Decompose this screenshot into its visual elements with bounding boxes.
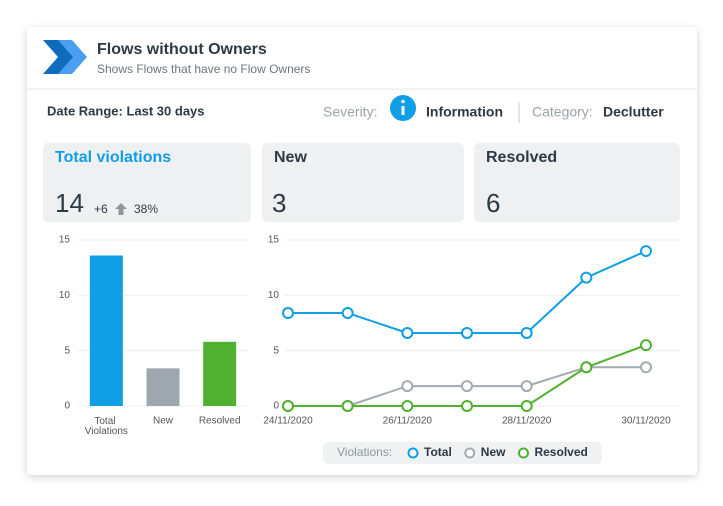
severity-label: Severity: [323,104,377,120]
y-tick-label: 15 [59,235,71,246]
legend-label: New [481,445,506,459]
point [401,326,414,339]
point [640,339,652,352]
x-tick-label: 26/11/2020 [383,416,433,427]
point [520,380,533,393]
y-tick-label: 0 [64,401,70,412]
legend-marker [407,447,419,459]
category-label: Category: [532,104,593,120]
x-tick-label: Total Violations [85,416,128,437]
point [520,400,533,412]
up-arrow [115,203,127,215]
legend-marker [517,447,529,459]
point [580,271,593,284]
point [461,326,473,339]
y-tick-label: 5 [273,345,279,356]
bar [146,368,180,406]
x-tick-label: 28/11/2020 [502,416,552,427]
point [640,245,652,258]
legend-label: Resolved [534,445,587,459]
point [520,326,533,339]
point [401,380,414,393]
kpi-title: New [274,149,307,166]
kpi-box [262,143,464,222]
point [461,400,473,412]
kpi-change-percent: 38% [134,202,158,216]
kpi-change: +6 [94,202,108,216]
legend-label: Total [424,445,452,459]
bar [203,341,237,406]
date-range: Date Range: Last 30 days [47,103,205,118]
card [27,27,697,475]
title: Flows without Owners [97,41,267,58]
logo [43,40,87,74]
point [640,361,652,374]
point [580,361,593,374]
x-tick-label: Resolved [199,416,241,427]
kpi-box [474,143,680,222]
legend-title: Violations: [337,445,392,459]
y-tick-label: 10 [59,290,71,301]
legend-box [323,442,602,464]
y-tick-label: 15 [268,235,280,246]
kpi-value: 3 [272,188,286,218]
point [401,400,414,412]
severity: Information [426,104,503,120]
x-tick-label: New [153,416,174,427]
kpi-title: Resolved [486,149,557,166]
legend-marker [464,447,476,459]
point [282,307,294,320]
info-icon [390,95,416,121]
point [461,380,473,393]
kpi-box [43,143,251,222]
bar [89,255,123,406]
category: Declutter [603,104,664,120]
point [341,400,354,412]
point [282,400,294,412]
point [341,307,354,320]
kpi-value: 6 [486,188,500,218]
x-tick-label: 30/11/2020 [621,416,671,427]
y-tick-label: 10 [268,290,280,301]
y-tick-label: 0 [273,401,279,412]
y-tick-label: 5 [64,345,70,356]
kpi-value: 14 [55,188,84,218]
subtitle: Shows Flows that have no Flow Owners [97,62,310,76]
x-tick-label: 24/11/2020 [263,416,313,427]
kpi-title: Total violations [55,149,171,166]
